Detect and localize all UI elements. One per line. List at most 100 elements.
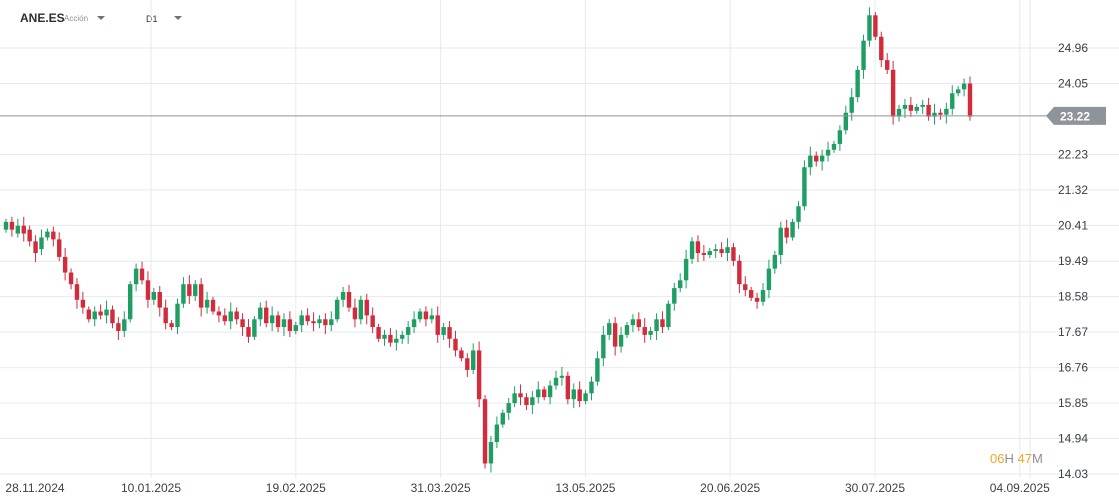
- candle-body: [98, 311, 103, 316]
- candle: [269, 306, 275, 332]
- candle: [264, 300, 269, 328]
- candle: [737, 254, 742, 294]
- candle: [873, 12, 878, 40]
- candle: [855, 65, 860, 103]
- y-tick-label: 14.94: [1058, 432, 1088, 446]
- candle-body: [57, 239, 62, 257]
- candle: [240, 313, 245, 337]
- candle: [9, 216, 15, 237]
- candle: [471, 343, 476, 375]
- candle-body: [595, 358, 600, 382]
- candle: [536, 381, 541, 404]
- candle: [346, 284, 352, 312]
- candle-body: [666, 303, 671, 328]
- symbol-label[interactable]: ANE.ES: [20, 11, 65, 25]
- candle-body: [695, 241, 701, 254]
- candle: [772, 250, 778, 274]
- candle: [630, 314, 636, 333]
- candle: [725, 238, 730, 262]
- candle-body: [80, 299, 86, 308]
- candle: [447, 321, 452, 348]
- candle: [122, 311, 127, 338]
- candle: [163, 299, 168, 330]
- candle-body: [701, 253, 707, 255]
- candle-body: [27, 229, 32, 242]
- candle: [51, 226, 56, 247]
- candle: [405, 321, 411, 344]
- x-tick-label: 31.03.2025: [411, 481, 471, 495]
- candle-body: [524, 397, 529, 406]
- candle-body: [896, 108, 902, 117]
- candle-body: [873, 15, 878, 37]
- candle-body: [890, 69, 896, 117]
- candle: [636, 312, 642, 332]
- candle: [571, 383, 576, 409]
- candle: [216, 306, 222, 323]
- candle: [618, 326, 624, 353]
- candle: [429, 308, 435, 324]
- candle-body: [127, 284, 133, 320]
- y-tick-label: 21.32: [1058, 183, 1088, 197]
- candle: [713, 244, 718, 259]
- candle-body: [618, 334, 624, 347]
- candle-body: [329, 319, 334, 326]
- timeframe-dropdown-chevron-down-icon[interactable]: [174, 16, 182, 20]
- candle-body: [405, 327, 411, 335]
- candle: [944, 102, 949, 124]
- candle: [74, 278, 80, 309]
- candle-body: [778, 227, 783, 255]
- candle-body: [62, 256, 68, 273]
- candle: [837, 125, 843, 151]
- candle-body: [228, 311, 233, 322]
- candle-body: [222, 315, 228, 322]
- candle-body: [577, 389, 582, 402]
- candle: [926, 97, 931, 121]
- candle: [678, 273, 683, 293]
- candle: [683, 249, 689, 289]
- candle-body: [293, 325, 298, 331]
- candle-body: [766, 268, 772, 291]
- candle-body: [9, 221, 15, 230]
- candle: [577, 381, 582, 408]
- candle: [287, 311, 293, 338]
- candle-body: [299, 315, 304, 326]
- symbol-dropdown-chevron-down-icon[interactable]: [97, 16, 105, 20]
- candle: [92, 306, 97, 327]
- candle-body: [784, 227, 789, 238]
- x-axis: 28.11.2024 10.01.2025 19.02.2025 31.03.2025…: [5, 481, 1050, 495]
- candle-body: [388, 334, 393, 343]
- candle-body: [731, 247, 736, 261]
- candle: [476, 341, 482, 408]
- current-price-badge-shape: [1046, 106, 1106, 125]
- candle-body: [346, 292, 352, 308]
- candle: [187, 275, 192, 304]
- x-tick-label: 04.09.2025: [990, 481, 1050, 495]
- candle-body: [624, 325, 630, 335]
- candle-body: [518, 393, 523, 398]
- countdown-minutes-unit: M: [1031, 451, 1043, 466]
- candle-body: [198, 284, 204, 308]
- candle-body: [760, 290, 766, 302]
- candle-body: [110, 309, 115, 324]
- candle: [672, 283, 677, 311]
- candle: [175, 298, 180, 335]
- candle-body: [902, 104, 908, 109]
- candle: [760, 283, 766, 306]
- candle-body: [541, 389, 547, 398]
- candle: [441, 322, 446, 340]
- candle: [719, 242, 724, 258]
- candle: [796, 201, 801, 229]
- candle-body: [743, 284, 748, 291]
- candle: [494, 416, 500, 449]
- candle-body: [417, 311, 423, 320]
- candle-body: [45, 231, 50, 238]
- candle-body: [955, 89, 961, 94]
- candle: [500, 409, 505, 428]
- candle-body: [553, 377, 559, 386]
- candle: [601, 325, 606, 367]
- timeframe-selector[interactable]: D1: [146, 14, 158, 24]
- candle-body: [246, 327, 251, 337]
- countdown-hours: 06: [990, 451, 1005, 466]
- candle-body: [281, 319, 287, 328]
